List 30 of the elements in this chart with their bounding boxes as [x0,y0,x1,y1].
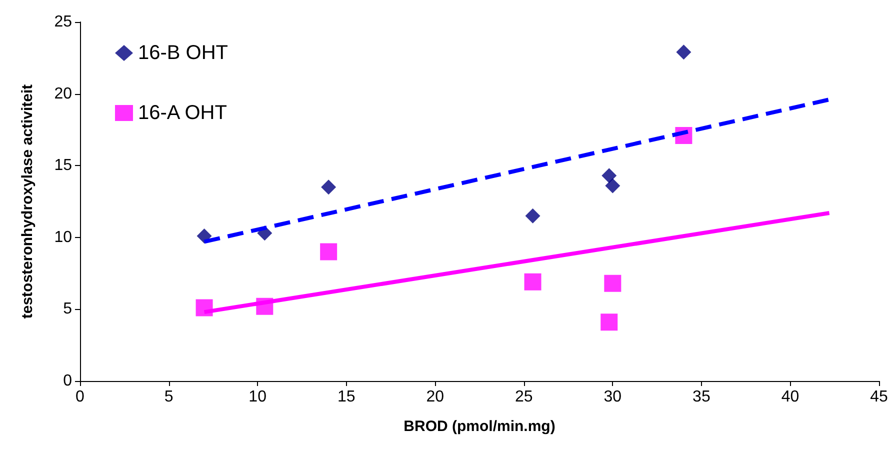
x-tick-label: 25 [514,388,533,406]
point [676,44,692,60]
x-tick-label: 20 [426,388,444,406]
x-axis-title: BROD (pmol/min.mg) [404,418,556,435]
y-tick-label: 20 [54,85,72,102]
point [605,178,620,194]
point [600,314,618,331]
y-axis-title: testosteronhydroxylase activiteit [19,84,36,319]
x-tick-label: 15 [337,388,356,406]
y-tick-label: 15 [54,157,72,174]
point [604,274,622,292]
x-tick-label: 40 [781,388,800,406]
point [524,273,542,290]
legend-label: 16-A OHT [138,102,227,124]
point [525,208,540,224]
y-tick-label: 5 [63,300,72,318]
point [321,180,336,195]
x-tick-label: 10 [248,388,267,406]
x-tick-label: 35 [692,388,710,406]
x-tick-label: 5 [164,388,174,406]
y-tick-label: 10 [54,228,72,246]
x-tick-label: 45 [870,388,888,406]
x-tick-label: 30 [604,388,622,406]
x-tick-label: 0 [76,388,85,406]
point [196,228,212,244]
point [320,243,338,260]
point [602,168,617,184]
y-tick-label: 25 [54,14,72,30]
legend-label: 16-B OHT [138,42,228,64]
y-tick-label: 0 [63,372,72,390]
